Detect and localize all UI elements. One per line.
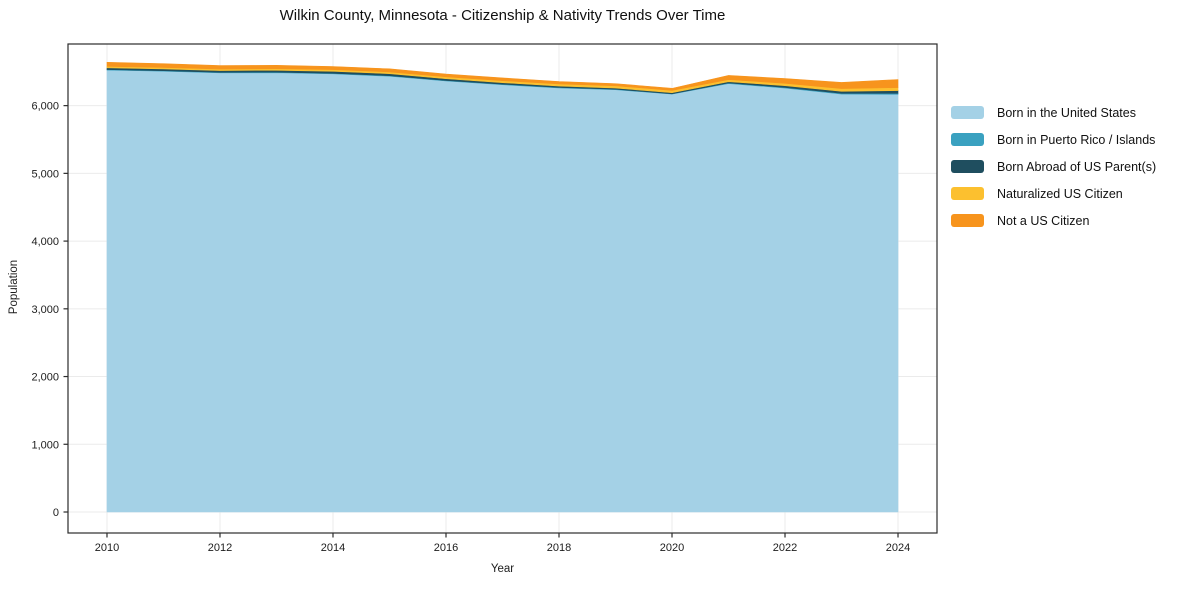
legend-label: Born in the United States xyxy=(997,105,1136,120)
x-axis-title: Year xyxy=(490,563,515,575)
x-tick-label: 2016 xyxy=(434,542,458,554)
x-tick-label: 2024 xyxy=(886,542,910,554)
plot-frame xyxy=(67,43,938,534)
chart-title: Wilkin County, Minnesota - Citizenship &… xyxy=(279,7,726,24)
legend-swatch xyxy=(951,187,984,200)
legend-item-not-a-us-citizen: Not a US Citizen xyxy=(951,213,1156,228)
legend-swatch xyxy=(951,133,984,146)
x-tick-label: 2014 xyxy=(321,542,345,554)
x-tick-label: 2012 xyxy=(208,542,232,554)
legend-label: Born Abroad of US Parent(s) xyxy=(997,159,1157,174)
y-tick-label: 5,000 xyxy=(31,168,59,180)
y-tick-label: 3,000 xyxy=(31,304,59,316)
x-tick-label: 2022 xyxy=(773,542,797,554)
legend-swatch xyxy=(951,214,984,227)
legend-item-naturalized-us-citizen: Naturalized US Citizen xyxy=(951,186,1156,201)
legend-item-born-in-puerto-rico-islands: Born in Puerto Rico / Islands xyxy=(951,132,1156,147)
area-born-in-the-united-states xyxy=(106,69,899,513)
legend-label: Born in Puerto Rico / Islands xyxy=(997,132,1156,147)
legend: Born in the United States Born in Puerto … xyxy=(951,106,1156,241)
y-tick-label: 0 xyxy=(53,507,59,519)
legend-label: Not a US Citizen xyxy=(997,213,1090,228)
y-tick-label: 2,000 xyxy=(31,372,59,384)
y-tick-label: 4,000 xyxy=(31,236,59,248)
y-tick-label: 6,000 xyxy=(31,101,59,113)
y-tick-label: 1,000 xyxy=(31,439,59,451)
x-tick-label: 2018 xyxy=(547,542,571,554)
legend-label: Naturalized US Citizen xyxy=(997,186,1123,201)
legend-swatch xyxy=(951,106,984,119)
x-tick-label: 2020 xyxy=(660,542,684,554)
legend-swatch xyxy=(951,160,984,173)
area-not-a-us-citizen xyxy=(106,61,899,91)
legend-item-born-in-the-united-states: Born in the United States xyxy=(951,105,1156,120)
x-tick-label: 2010 xyxy=(95,542,119,554)
legend-item-born-abroad-of-us-parent-s: Born Abroad of US Parent(s) xyxy=(951,159,1157,174)
